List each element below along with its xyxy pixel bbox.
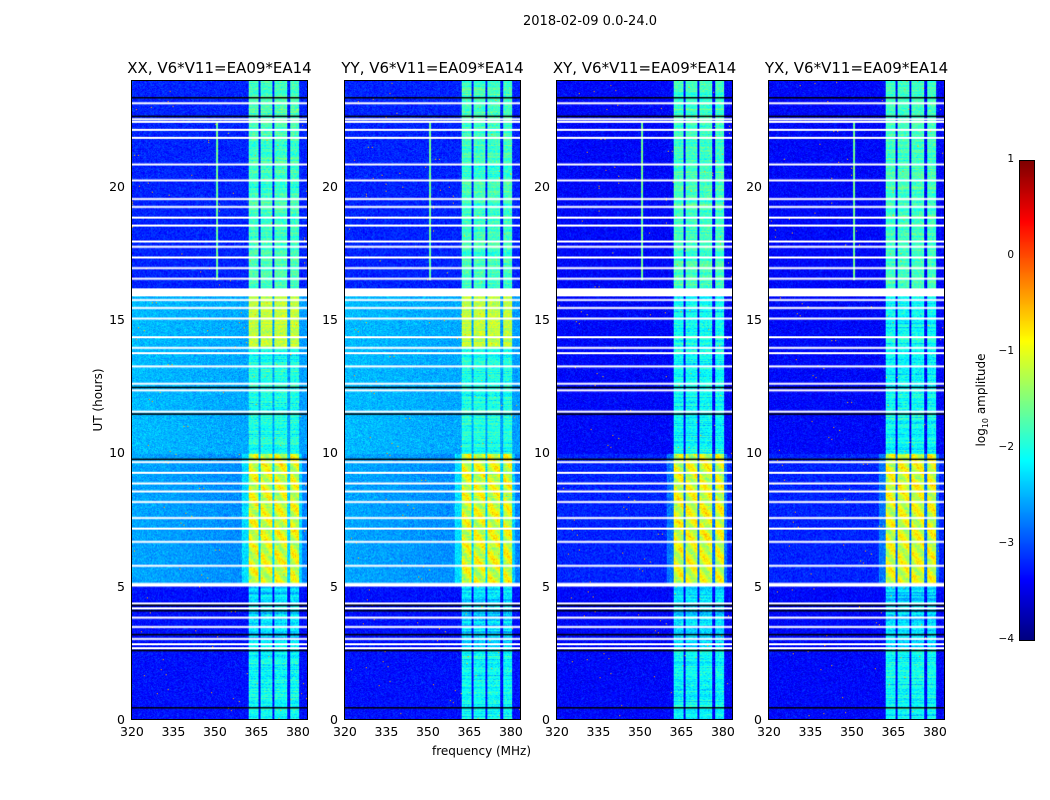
figure-title: 2018-02-09 0.0-24.0 — [523, 14, 657, 29]
colorbar — [1019, 160, 1035, 641]
x-tick-label: 365 — [457, 724, 482, 739]
y-tick-label: 5 — [754, 578, 762, 594]
x-tick-label: 380 — [498, 724, 523, 739]
y-tick-label: 5 — [542, 578, 550, 594]
y-tick-label: 10 — [109, 445, 125, 461]
colorbar-tick-label: −4 — [998, 633, 1014, 645]
y-tick-label: 10 — [746, 445, 762, 461]
x-tick-label: 365 — [669, 724, 694, 739]
x-tick-label: 320 — [757, 724, 781, 739]
x-tick-label: 365 — [881, 724, 906, 739]
y-tick-label: 0 — [542, 712, 550, 727]
panel-title-xx: XX, V6*V11=EA09*EA14 — [127, 59, 312, 77]
y-tick-label: 0 — [117, 712, 125, 727]
y-tick-label: 0 — [330, 712, 338, 727]
colorbar-tick-label: 1 — [1007, 153, 1014, 165]
colorbar-label: log10 amplitude — [973, 353, 991, 447]
y-tick-label: 5 — [330, 578, 338, 594]
y-tick-label: 10 — [534, 445, 550, 461]
colorbar-tick-label: 0 — [1007, 249, 1014, 261]
x-tick-label: 350 — [839, 724, 864, 739]
y-tick-label: 20 — [746, 178, 762, 194]
x-tick-label: 335 — [374, 724, 399, 739]
y-axis-label: UT (hours) — [91, 368, 105, 432]
x-tick-label: 335 — [161, 724, 186, 739]
x-tick-label: 380 — [285, 724, 310, 739]
x-axis-label: frequency (MHz) — [432, 744, 532, 758]
panel-title-xy: XY, V6*V11=EA09*EA14 — [552, 59, 737, 77]
x-tick-label: 380 — [922, 724, 947, 739]
y-tick-label: 20 — [534, 178, 550, 194]
y-tick-label: 5 — [117, 578, 125, 594]
x-tick-label: 320 — [120, 724, 144, 739]
x-tick-label: 365 — [244, 724, 269, 739]
x-tick-label: 350 — [202, 724, 227, 739]
y-tick-label: 20 — [109, 178, 125, 194]
x-tick-label: 350 — [415, 724, 440, 739]
panel-title-yy: YY, V6*V11=EA09*EA14 — [341, 59, 524, 77]
y-tick-label: 15 — [534, 312, 550, 327]
x-tick-label: 380 — [710, 724, 735, 739]
y-tick-label: 10 — [322, 445, 338, 461]
y-tick-label: 15 — [109, 312, 125, 327]
colorbar-tick-label: −3 — [998, 537, 1014, 549]
y-tick-label: 0 — [754, 712, 762, 727]
colorbar-tick-label: −2 — [998, 441, 1014, 453]
x-tick-label: 320 — [333, 724, 357, 739]
x-tick-label: 350 — [627, 724, 652, 739]
y-tick-label: 15 — [322, 312, 338, 327]
waterfall-xx — [131, 80, 308, 720]
waterfall-yy — [344, 80, 521, 720]
waterfall-yx — [768, 80, 945, 720]
panel-title-yx: YX, V6*V11=EA09*EA14 — [764, 59, 949, 77]
x-tick-label: 335 — [586, 724, 611, 739]
waterfall-xy — [556, 80, 733, 720]
x-tick-label: 335 — [798, 724, 823, 739]
x-tick-label: 320 — [545, 724, 569, 739]
y-tick-label: 15 — [746, 312, 762, 327]
colorbar-tick-label: −1 — [998, 345, 1014, 357]
y-tick-label: 20 — [322, 178, 338, 194]
